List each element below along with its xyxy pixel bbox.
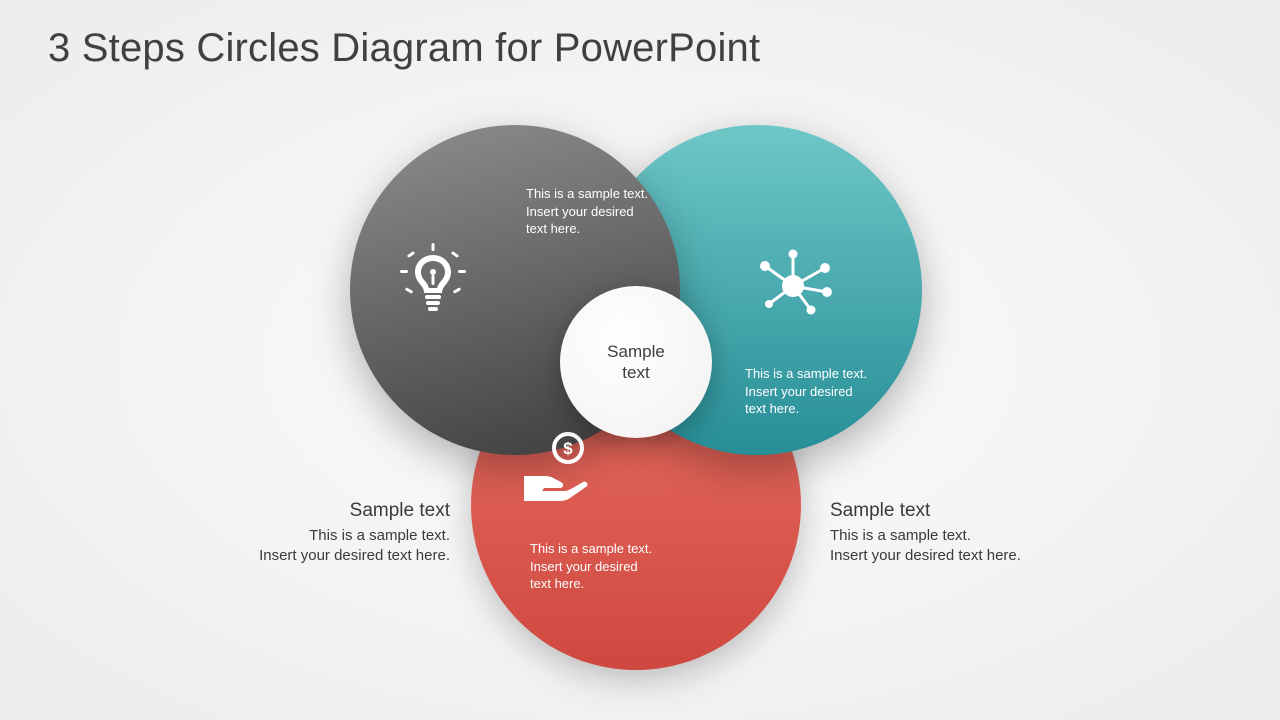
center-label: Sampletext [607,341,665,384]
circle-teal-text: This is a sample text.Insert your desire… [745,365,867,418]
lightbulb-icon [398,243,468,323]
circle-gray-text: This is a sample text.Insert your desire… [526,185,648,238]
diagram-stage: $ This is a sample text.Insert your desi… [0,0,1280,720]
caption-right-body: This is a sample text.Insert your desire… [830,526,1021,567]
center-circle: Sampletext [560,286,712,438]
network-icon [755,248,835,318]
caption-right: Sample text This is a sample text.Insert… [830,500,1021,567]
circle-red-text: This is a sample text.Insert your desire… [530,540,652,593]
caption-left-title: Sample text [259,500,450,522]
caption-left-body: This is a sample text.Insert your desire… [259,526,450,567]
caption-right-title: Sample text [830,500,1021,522]
hand-dollar-icon: $ [518,430,598,502]
svg-text:$: $ [563,439,573,458]
caption-left: Sample text This is a sample text.Insert… [259,500,450,567]
